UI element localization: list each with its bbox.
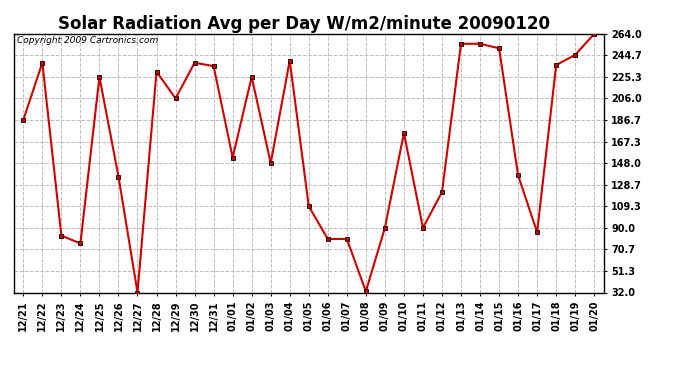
Text: Solar Radiation Avg per Day W/m2/minute 20090120: Solar Radiation Avg per Day W/m2/minute … bbox=[57, 15, 550, 33]
Text: Copyright 2009 Cartronics.com: Copyright 2009 Cartronics.com bbox=[17, 36, 158, 45]
